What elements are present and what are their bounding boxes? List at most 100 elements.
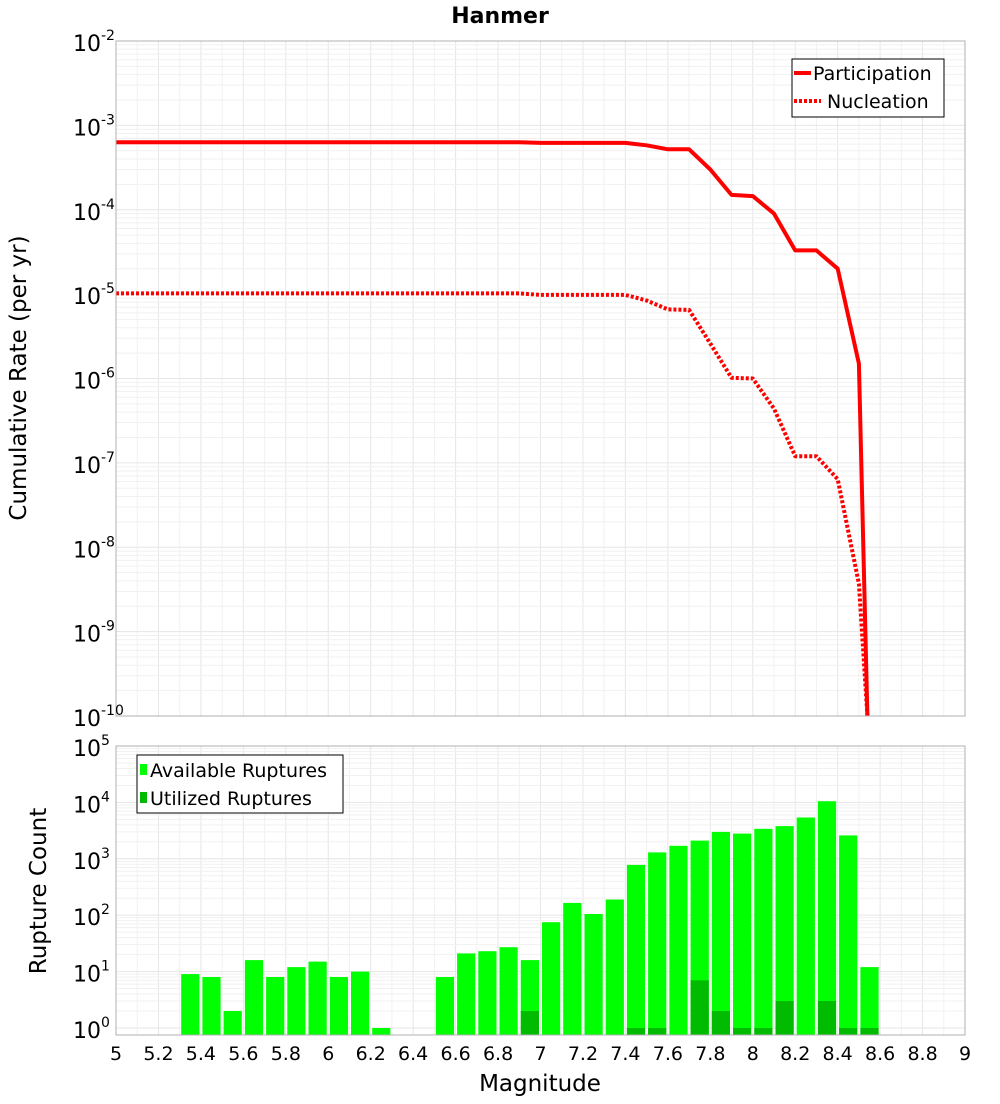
available-rupture-bar (669, 845, 688, 1035)
rate-y-tick-label: 10-8 (73, 534, 115, 563)
nucleation-line (116, 291, 870, 717)
rate-y-tick-label: 10-4 (73, 197, 115, 226)
magnitude-x-tick-label: 7.6 (653, 1043, 683, 1065)
count-y-tick-label: 104 (73, 789, 110, 818)
magnitude-x-tick-label: 7.4 (610, 1043, 640, 1065)
available-rupture-bar (584, 914, 603, 1035)
magnitude-x-ticks: 5 5.2 5.4 5.6 5.8 6 6.2 6.4 6.6 6.8 7 7.2 7.4 7.6 7.8 8… (110, 1043, 971, 1065)
rate-grid (115, 41, 966, 717)
nucleation-legend-label: Nucleation (827, 91, 929, 113)
available-rupture-bar (181, 974, 200, 1035)
available-rupture-bar (266, 977, 285, 1035)
magnitude-x-tick-label: 6.6 (440, 1043, 470, 1065)
available-rupture-bar (435, 977, 455, 1035)
count-y-tick-label: 105 (73, 733, 110, 762)
rate-y-tick-label: 10-3 (73, 112, 115, 141)
available-rupture-bar (329, 977, 348, 1035)
rate-y-axis-title: Cumulative Rate (per yr) (6, 235, 32, 520)
count-y-tick-label: 101 (73, 959, 110, 988)
magnitude-x-tick-label: 6.4 (398, 1043, 428, 1065)
rate-y-ticks: 10-10 10-9 10-8 10-7 10-6 10-5 10-4 10-3 10-2 (73, 28, 124, 732)
available-rupture-bar (775, 826, 794, 1035)
available-rupture-bar (499, 947, 518, 1035)
magnitude-x-tick-label: 5.6 (228, 1043, 258, 1065)
count-y-tick-label: 103 (73, 846, 110, 875)
count-y-ticks: 100 101 102 103 104 105 (73, 733, 110, 1044)
count-bars (181, 801, 879, 1035)
utilized-rupture-bar (648, 1028, 667, 1035)
magnitude-x-tick-label: 6.2 (356, 1043, 386, 1065)
magnitude-x-tick-label: 8 (747, 1043, 759, 1065)
available-rupture-bar (626, 864, 646, 1035)
utilized-rupture-bar (839, 1028, 858, 1035)
magnitude-x-tick-label: 5 (110, 1043, 122, 1065)
available-rupture-bar (542, 922, 561, 1035)
participation-legend-label: Participation (813, 63, 932, 85)
magnitude-x-tick-label: 8.4 (823, 1043, 853, 1065)
available-rupture-bar (244, 960, 264, 1035)
magnitude-x-tick-label: 6 (322, 1043, 334, 1065)
available-rupture-bar (287, 967, 306, 1035)
available-legend-label: Available Ruptures (150, 760, 327, 782)
available-rupture-bar (478, 951, 497, 1035)
available-rupture-bar (351, 971, 370, 1035)
available-rupture-bar (308, 961, 327, 1035)
utilized-rupture-bar (711, 1011, 730, 1035)
rate-legend-box (791, 58, 945, 118)
available-rupture-bar (796, 817, 815, 1035)
available-rupture-bar (860, 967, 879, 1035)
available-rupture-bar (817, 801, 837, 1035)
rate-y-tick-label: 10-6 (73, 366, 115, 395)
utilized-rupture-bar (626, 1028, 646, 1035)
count-y-axis-title: Rupture Count (26, 808, 52, 974)
magnitude-x-tick-label: 9 (959, 1043, 971, 1065)
chart-title: Hanmer (451, 4, 549, 29)
available-rupture-bar (711, 831, 730, 1035)
available-rupture-bar (605, 899, 624, 1035)
magnitude-x-tick-label: 7 (534, 1043, 546, 1065)
available-rupture-bar (839, 835, 858, 1035)
count-y-tick-label: 102 (73, 902, 110, 931)
utilized-rupture-bar (520, 1011, 539, 1035)
utilized-rupture-bar (754, 1028, 773, 1035)
rate-y-tick-label: 10-2 (73, 28, 115, 57)
count-y-tick-label: 100 (73, 1015, 110, 1044)
rate-y-tick-label: 10-7 (73, 450, 115, 479)
rate-panel: 10-10 10-9 10-8 10-7 10-6 10-5 10-4 10-3 10-2 Ha… (6, 4, 966, 732)
magnitude-x-tick-label: 7.2 (568, 1043, 598, 1065)
magnitude-x-tick-label: 5.2 (143, 1043, 173, 1065)
utilized-rupture-bar (690, 980, 709, 1035)
rate-y-tick-label: 10-9 (73, 619, 115, 648)
available-legend-swatch (140, 764, 147, 775)
utilized-rupture-bar (733, 1028, 752, 1035)
available-rupture-bar (223, 1011, 242, 1035)
rate-series (116, 140, 870, 717)
available-rupture-bar (372, 1028, 391, 1035)
magnitude-x-tick-label: 5.4 (186, 1043, 216, 1065)
utilized-legend-swatch (140, 792, 147, 803)
x-axis-title: Magnitude (479, 1071, 601, 1097)
magnitude-x-tick-label: 8.2 (780, 1043, 810, 1065)
available-rupture-bar (648, 852, 667, 1035)
count-plot-frame (115, 745, 966, 1036)
available-rupture-bar (563, 902, 582, 1035)
rate-legend: Participation Nucleation (791, 58, 945, 118)
utilized-legend-label: Utilized Ruptures (150, 788, 312, 810)
count-panel: 100 101 102 103 104 105 5 5.2 5.4 5.6 5.8 6 6.2 6.4 6… (26, 733, 971, 1097)
magnitude-x-tick-label: 7.8 (695, 1043, 725, 1065)
rate-plot-frame (115, 40, 966, 717)
utilized-rupture-bar (817, 1001, 837, 1035)
magnitude-x-tick-label: 5.8 (271, 1043, 301, 1065)
count-legend-box (136, 754, 344, 814)
magnitude-x-tick-label: 8.8 (907, 1043, 937, 1065)
magnitude-x-tick-label: 6.8 (483, 1043, 513, 1065)
magnitude-x-tick-label: 8.6 (865, 1043, 895, 1065)
rate-y-tick-label: 10-10 (73, 703, 124, 732)
available-rupture-bar (733, 833, 752, 1035)
utilized-rupture-bar (775, 1001, 794, 1035)
participation-line (116, 140, 870, 717)
available-rupture-bar (457, 953, 476, 1035)
available-rupture-bar (754, 828, 773, 1035)
